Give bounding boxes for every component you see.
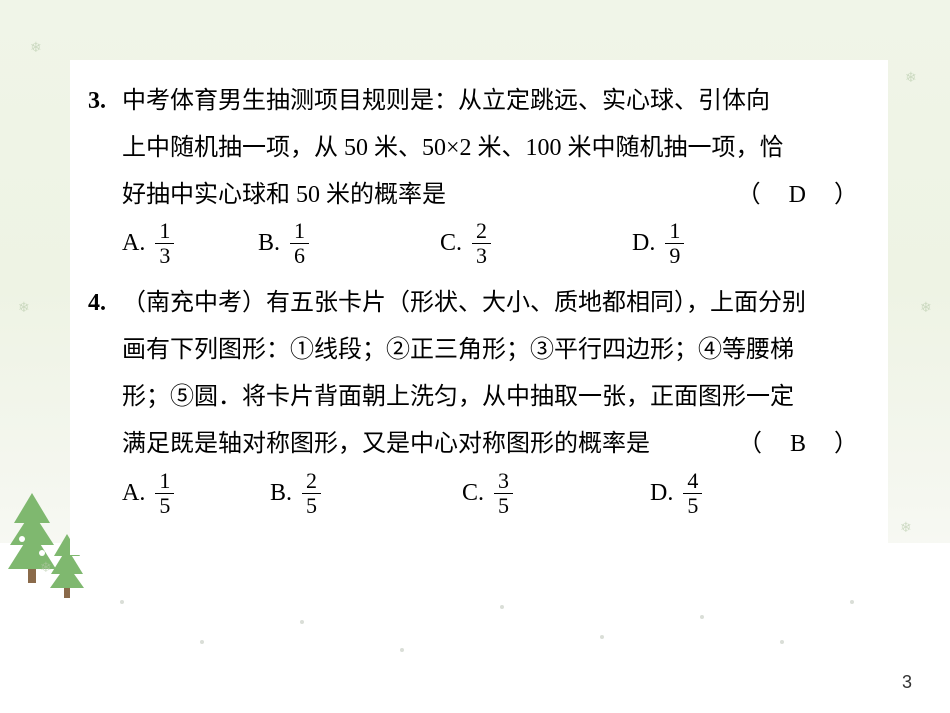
option: A.13	[122, 220, 176, 267]
fraction: 19	[665, 220, 684, 267]
problem-stem-line: 中考体育男生抽测项目规则是：从立定跳远、实心球、引体向	[122, 78, 860, 125]
option-label: A.	[122, 220, 145, 267]
option-label: C.	[462, 470, 484, 517]
option: B.16	[258, 220, 311, 267]
problem: 4.（南充中考）有五张卡片（形状、大小、质地都相同），上面分别画有下列图形：①线…	[88, 280, 860, 523]
fraction-numerator: 1	[155, 470, 174, 493]
fraction-denominator: 5	[494, 493, 513, 517]
fraction-numerator: 1	[155, 220, 174, 243]
fraction-denominator: 5	[683, 493, 702, 517]
option: D.19	[632, 220, 686, 267]
fraction: 13	[155, 220, 174, 267]
option-label: B.	[258, 220, 280, 267]
problem-stem-line: 上中随机抽一项，从 50 米、50×2 米、100 米中随机抽一项，恰	[122, 125, 860, 172]
options-row: A.13B.16C.23D.19	[122, 220, 860, 274]
ground-dot	[850, 600, 854, 604]
ground-dot	[600, 635, 604, 639]
fraction-numerator: 3	[494, 470, 513, 493]
problem-number: 3.	[88, 78, 122, 274]
option-label: D.	[650, 470, 673, 517]
fraction-denominator: 3	[155, 243, 174, 267]
option: C.35	[462, 470, 515, 517]
snowflake-icon: ❄	[30, 40, 42, 57]
options-row: A.15B.25C.35D.45	[122, 470, 860, 524]
fraction-denominator: 3	[472, 243, 491, 267]
ground-dot	[300, 620, 304, 624]
problem-number: 4.	[88, 280, 122, 523]
problem-stem-line: （南充中考）有五张卡片（形状、大小、质地都相同），上面分别	[122, 280, 860, 327]
option-label: A.	[122, 470, 145, 517]
fraction-numerator: 2	[472, 220, 491, 243]
problem-answer-line: 好抽中实心球和 50 米的概率是（ D ）	[122, 172, 860, 219]
option-label: C.	[440, 220, 462, 267]
fraction: 23	[472, 220, 491, 267]
fraction: 15	[155, 470, 174, 517]
fraction-numerator: 1	[665, 220, 684, 243]
option: C.23	[440, 220, 493, 267]
page-number: 3	[902, 672, 912, 693]
problem: 3.中考体育男生抽测项目规则是：从立定跳远、实心球、引体向上中随机抽一项，从 5…	[88, 78, 860, 274]
answer-paren: （ B ）	[738, 421, 860, 468]
option-label: D.	[632, 220, 655, 267]
ground-dot	[200, 640, 204, 644]
option: D.45	[650, 470, 704, 517]
fraction-numerator: 1	[290, 220, 309, 243]
fraction-numerator: 2	[302, 470, 321, 493]
option: B.25	[270, 470, 323, 517]
snowflake-icon: ❄	[905, 70, 917, 87]
ground-dot	[500, 605, 504, 609]
problem-answer-line: 满足既是轴对称图形，又是中心对称图形的概率是（ B ）	[122, 421, 860, 468]
fraction: 35	[494, 470, 513, 517]
answer-stem: 满足既是轴对称图形，又是中心对称图形的概率是	[122, 421, 738, 468]
option: A.15	[122, 470, 176, 517]
answer-stem: 好抽中实心球和 50 米的概率是	[122, 172, 737, 219]
ground-dot	[780, 640, 784, 644]
snowflake-icon: ❄	[40, 560, 52, 577]
fraction-denominator: 9	[665, 243, 684, 267]
fraction-denominator: 5	[155, 493, 174, 517]
ground-dot	[700, 615, 704, 619]
answer-paren: （ D ）	[737, 172, 860, 219]
snowflake-icon: ❄	[18, 300, 30, 317]
problem-stem-line: 形；⑤圆．将卡片背面朝上洗匀，从中抽取一张，正面图形一定	[122, 374, 860, 421]
fraction: 45	[683, 470, 702, 517]
problem-body: 中考体育男生抽测项目规则是：从立定跳远、实心球、引体向上中随机抽一项，从 50 …	[122, 78, 860, 274]
fraction-denominator: 6	[290, 243, 309, 267]
fraction: 25	[302, 470, 321, 517]
snowflake-icon: ❄	[900, 520, 912, 537]
problem-stem-line: 画有下列图形：①线段；②正三角形；③平行四边形；④等腰梯	[122, 327, 860, 374]
fraction-denominator: 5	[302, 493, 321, 517]
snowflake-icon: ❄	[920, 300, 932, 317]
content-card: 3.中考体育男生抽测项目规则是：从立定跳远、实心球、引体向上中随机抽一项，从 5…	[70, 60, 888, 555]
option-label: B.	[270, 470, 292, 517]
ground-dot	[120, 600, 124, 604]
problem-body: （南充中考）有五张卡片（形状、大小、质地都相同），上面分别画有下列图形：①线段；…	[122, 280, 860, 523]
snow-ground	[0, 543, 950, 713]
fraction: 16	[290, 220, 309, 267]
ground-dot	[400, 648, 404, 652]
fraction-numerator: 4	[683, 470, 702, 493]
